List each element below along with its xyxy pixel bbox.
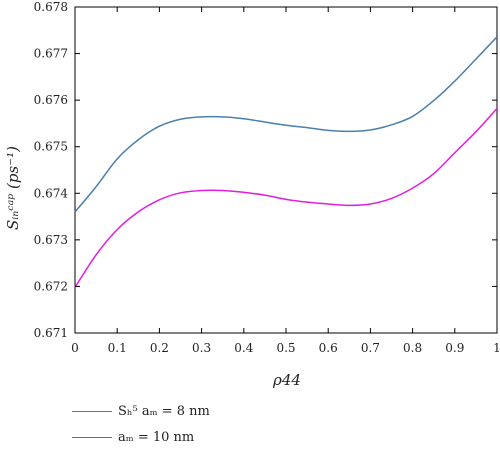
y-tick-label: 0.677 [34, 47, 68, 61]
y-axis-label: Sᵢₙᶜᵃᵖ (ps⁻¹) [4, 146, 22, 230]
y-tick-label: 0.676 [34, 93, 68, 107]
x-tick-label: 0.5 [276, 341, 295, 355]
x-tick-label: 0.9 [445, 341, 464, 355]
series-line-1 [74, 36, 498, 213]
x-tick-label: 0.7 [361, 341, 380, 355]
legend-item: aₘ = 10 nm [72, 424, 210, 450]
x-tick-label: 0.8 [403, 341, 422, 355]
x-tick-label: 0.6 [319, 341, 338, 355]
x-tick-label: 0 [71, 341, 79, 355]
x-tick-label: 0.4 [234, 341, 253, 355]
y-tick-label: 0.671 [34, 326, 68, 340]
x-tick-label: 1 [493, 341, 500, 355]
plot-frame [74, 6, 498, 334]
y-tick-label: 0.675 [34, 140, 68, 154]
legend-swatch [72, 410, 112, 412]
axis-ticks: 0 0.1 0.2 0.3 0.4 0.5 0.6 0.7 0.8 0.9 1 0.671 0.672 0… [34, 0, 500, 355]
y-tick-label: 0.678 [34, 0, 68, 14]
series-line-2 [74, 108, 498, 288]
legend-label: Sₕ⁵ aₘ = 8 nm [118, 403, 210, 419]
legend-swatch [72, 436, 112, 438]
y-tick-label: 0.673 [34, 233, 68, 247]
plot-area [74, 6, 498, 334]
y-tick-label: 0.672 [34, 279, 68, 293]
x-tick-label: 0.2 [150, 341, 169, 355]
legend-item: Sₕ⁵ aₘ = 8 nm [72, 398, 210, 424]
legend: Sₕ⁵ aₘ = 8 nm aₘ = 10 nm [72, 398, 210, 450]
x-tick-label: 0.3 [192, 341, 211, 355]
x-axis-label: ρ44 [272, 371, 301, 389]
x-tick-label: 0.1 [108, 341, 127, 355]
y-tick-label: 0.674 [34, 186, 69, 200]
legend-label: aₘ = 10 nm [118, 429, 195, 445]
